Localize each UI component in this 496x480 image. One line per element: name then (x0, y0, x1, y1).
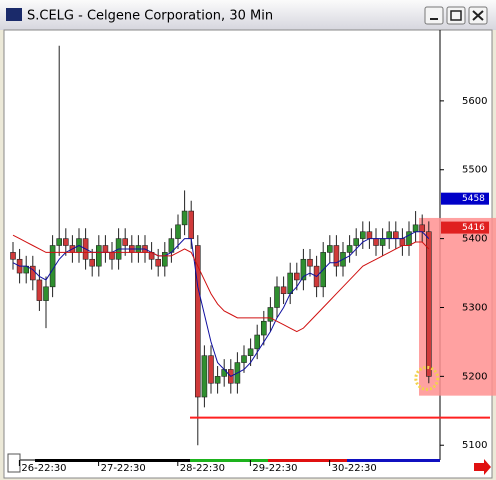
candle-body (386, 231, 393, 239)
candle-body (162, 252, 168, 267)
price-marker-label: 5458 (462, 194, 485, 204)
candle-body (326, 245, 333, 253)
candle-body (36, 279, 43, 301)
candle-body (333, 245, 340, 267)
window-buttons[interactable] (424, 6, 488, 25)
candle-body (419, 224, 426, 233)
candle-body (10, 252, 16, 260)
candle-body (188, 210, 194, 239)
y-tick-label: 5100 (462, 440, 487, 451)
y-tick-label: 5400 (462, 234, 487, 245)
price-marker-label: 5416 (462, 223, 485, 233)
x-tick-label: 29-22:30 (252, 463, 297, 474)
candle-body (267, 307, 274, 322)
candle-body (214, 376, 221, 384)
x-tick-label: 30-22:30 (332, 463, 377, 474)
moving-average (12, 234, 430, 333)
candle-body (254, 334, 260, 350)
x-tick-label: 26-22:30 (21, 463, 66, 474)
app-icon (6, 8, 22, 21)
candle-body (96, 245, 102, 267)
title-bar (0, 0, 496, 30)
y-tick-label: 5300 (462, 302, 487, 313)
candle-body (300, 258, 307, 281)
y-tick-label: 5200 (462, 371, 487, 382)
candle-body (62, 238, 69, 246)
candle-body (56, 238, 63, 246)
session-strip (347, 459, 440, 462)
candle-body (155, 258, 161, 267)
candle-body (29, 265, 36, 281)
candle-body (399, 238, 406, 246)
candle-body (122, 238, 128, 246)
price-marker (441, 192, 489, 205)
cursor-highlight (414, 365, 440, 391)
highlight-zone (419, 217, 496, 396)
candle-body (280, 286, 287, 295)
candle-body (109, 252, 115, 260)
window-title: S.CELG - Celgene Corporation, 30 Min (27, 9, 273, 24)
candle-body (373, 238, 379, 246)
candle-body (287, 272, 294, 295)
candle-body (353, 238, 360, 246)
candle-body (43, 286, 49, 301)
candle-body (221, 369, 227, 377)
moving-average (12, 231, 430, 377)
candle-body (241, 355, 247, 363)
scroll-box[interactable] (7, 453, 21, 473)
y-tick-label: 5500 (462, 165, 487, 176)
candle-body (195, 245, 201, 398)
x-tick-label: 28-22:30 (180, 463, 225, 474)
session-strip (268, 459, 347, 462)
candle-body (379, 238, 386, 246)
candle-body (102, 245, 109, 253)
minimize-button[interactable] (424, 6, 444, 25)
candle-body (201, 355, 208, 398)
candle-body (208, 355, 214, 384)
candle-body (89, 258, 95, 267)
price-marker (441, 221, 489, 234)
candle-body (274, 286, 280, 308)
session-strip (35, 459, 190, 462)
chart-area (3, 29, 493, 479)
candle-body (247, 348, 254, 356)
candle-body (307, 258, 313, 267)
candle-body (412, 224, 419, 233)
scroll-arrow[interactable] (474, 459, 491, 475)
y-tick-label: 5600 (462, 96, 487, 107)
candle-body (181, 210, 188, 226)
maximize-button[interactable] (446, 6, 466, 25)
candle-body (260, 320, 267, 336)
candle-body (175, 224, 181, 239)
session-strip (190, 459, 268, 462)
candle-body (346, 245, 353, 253)
candle-body (392, 231, 399, 239)
candle-body (425, 231, 432, 377)
candle-body (359, 231, 366, 239)
x-tick-label: 27-22:30 (101, 463, 146, 474)
candle-body (366, 231, 373, 239)
candle-body (293, 272, 300, 281)
